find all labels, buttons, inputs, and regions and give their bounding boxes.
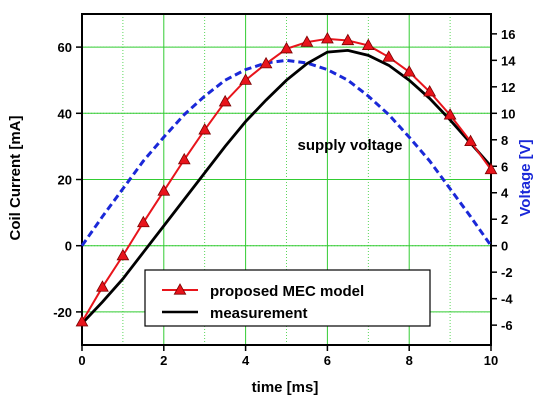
y-axis-right-label: Voltage [V]: [517, 139, 534, 216]
x-tick-label: 4: [242, 353, 250, 368]
y-left-tick-label: 0: [65, 239, 72, 254]
y-right-tick-label: 10: [501, 106, 515, 121]
y-right-tick-label: 12: [501, 80, 515, 95]
y-right-tick-label: -4: [501, 292, 513, 307]
y-left-tick-label: 60: [58, 40, 72, 55]
series-measurement-line: [80, 48, 493, 325]
model-marker: [239, 73, 252, 85]
model-marker: [157, 184, 171, 196]
model-marker: [198, 123, 212, 135]
model-marker: [321, 32, 334, 44]
legend-box: [144, 269, 431, 327]
y-right-tick-label: 4: [501, 186, 509, 201]
model-marker: [136, 215, 150, 228]
model-marker: [218, 94, 232, 107]
legend-measurement-label: measurement: [210, 305, 308, 322]
model-marker: [177, 152, 191, 165]
model-marker: [259, 56, 273, 69]
model-marker: [116, 248, 130, 261]
x-axis-label: time [ms]: [252, 379, 319, 396]
model-marker: [75, 315, 89, 327]
y-right-tick-label: 2: [501, 212, 508, 227]
y-right-tick-label: 0: [501, 239, 508, 254]
model-marker: [484, 162, 498, 175]
model-marker: [300, 35, 314, 47]
y-right-tick-label: 14: [501, 53, 516, 68]
y-right-tick-label: -6: [501, 318, 513, 333]
x-tick-label: 0: [78, 353, 85, 368]
legend-model-label: proposed MEC model: [210, 283, 364, 300]
series: [75, 32, 498, 327]
y-right-tick-label: 16: [501, 27, 515, 42]
model-marker: [96, 280, 109, 292]
y-axis-left-label: Coil Current [mA]: [7, 116, 24, 241]
model-marker: [443, 108, 457, 120]
x-tick-label: 2: [160, 353, 167, 368]
model-marker: [280, 41, 293, 54]
series-supply-voltage-line: [80, 58, 493, 247]
model-marker: [361, 38, 375, 51]
y-left-tick-label: -20: [53, 305, 72, 320]
y-left-tick-label: 20: [58, 173, 72, 188]
y-left-tick-label: 40: [58, 106, 72, 121]
model-marker: [402, 65, 416, 77]
model-marker: [464, 134, 477, 147]
x-tick-label: 10: [484, 353, 498, 368]
model-marker: [341, 33, 355, 46]
annotation-supply-voltage: supply voltage: [297, 137, 402, 154]
y-right-tick-label: 8: [501, 133, 508, 148]
x-tick-label: 6: [324, 353, 331, 368]
y-right-tick-label: -2: [501, 265, 513, 280]
legend-model-marker: [173, 283, 187, 295]
y-right-tick-label: 6: [501, 159, 508, 174]
model-marker: [382, 50, 396, 62]
legend: proposed MEC model measurement: [144, 269, 431, 327]
x-tick-label: 8: [406, 353, 413, 368]
model-marker: [423, 84, 437, 97]
